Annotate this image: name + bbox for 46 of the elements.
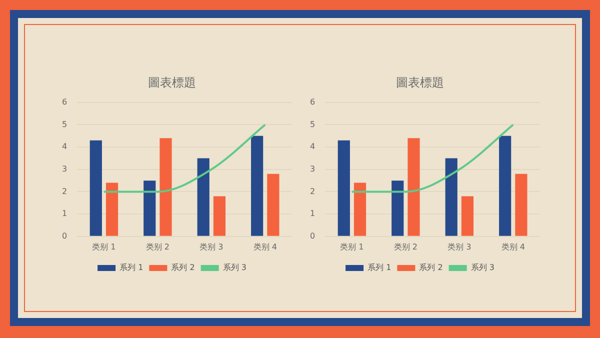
y-tick-label: 1 [62, 209, 68, 218]
x-tick-label: 类别 1 [340, 242, 364, 252]
y-tick-label: 1 [310, 209, 316, 218]
chart-title: 圖表標題 [148, 75, 196, 90]
bar [499, 136, 512, 236]
bar [160, 138, 172, 236]
x-tick-label: 类别 3 [448, 242, 472, 252]
x-tick-label: 类别 4 [501, 242, 525, 252]
bar [106, 182, 118, 236]
y-tick-label: 6 [310, 97, 316, 106]
y-tick-label: 5 [62, 120, 68, 129]
x-tick-label: 类别 4 [253, 242, 277, 252]
bar [251, 136, 264, 236]
x-tick-label: 类别 2 [146, 242, 170, 252]
bar [461, 196, 474, 236]
bar [197, 158, 210, 236]
legend-label: 系列 3 [222, 263, 246, 272]
legend-label: 系列 2 [171, 263, 195, 272]
y-tick-label: 2 [62, 186, 68, 196]
bar [90, 140, 102, 236]
y-tick-label: 6 [62, 97, 68, 106]
bar [408, 138, 420, 236]
y-tick-label: 5 [310, 120, 316, 129]
x-tick-label: 类别 2 [394, 242, 418, 252]
bar [515, 174, 528, 236]
legend-label: 系列 1 [120, 263, 144, 272]
y-tick-label: 2 [310, 186, 316, 196]
bar [338, 140, 350, 236]
y-tick-label: 0 [310, 231, 316, 240]
chart-title: 圖表標題 [396, 75, 444, 90]
x-tick-label: 类别 1 [92, 242, 116, 252]
bar [144, 180, 156, 236]
y-tick-label: 3 [310, 164, 316, 174]
y-tick-label: 4 [310, 142, 316, 152]
bar [213, 196, 226, 236]
x-tick-label: 类别 3 [200, 242, 224, 252]
y-tick-label: 4 [62, 142, 68, 152]
bar [267, 174, 280, 236]
legend-label: 系列 3 [470, 263, 494, 272]
y-tick-label: 0 [62, 231, 68, 240]
legend-label: 系列 2 [419, 263, 443, 272]
legend-label: 系列 1 [368, 263, 392, 272]
y-tick-label: 3 [62, 164, 68, 174]
bar [354, 182, 366, 236]
bar [392, 180, 404, 236]
bar [445, 158, 458, 236]
